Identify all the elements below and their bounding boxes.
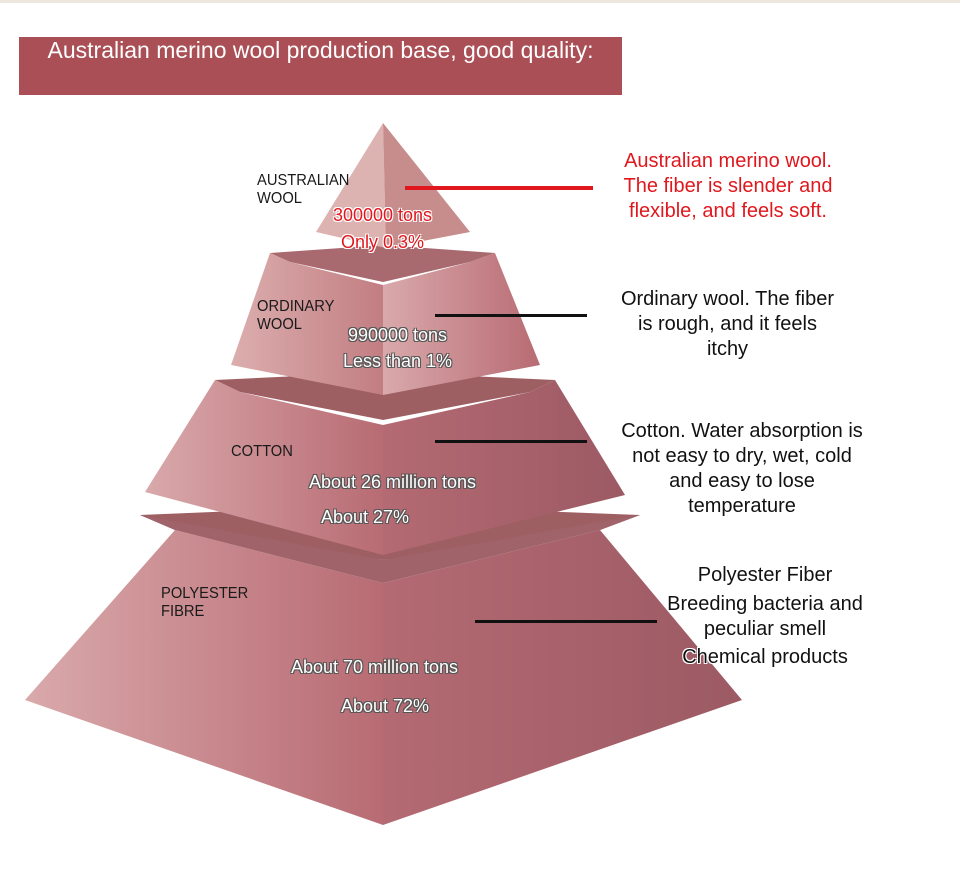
top-divider — [0, 0, 960, 3]
tier-amount-polyester: About 70 million tons — [290, 657, 459, 677]
tier-label-ordinary-wool: ORDINARY WOOL — [257, 298, 335, 333]
description-ordinary-wool: Ordinary wool. The fiber is rough, and it… — [620, 288, 835, 360]
description-polyester: Polyester Fiber Breeding bacteria and pecu… — [667, 564, 863, 668]
tier-ordinary-wool — [231, 245, 540, 395]
tier-amount-australian-wool: 300000 tons — [332, 205, 433, 225]
tier-cotton — [145, 372, 625, 555]
tier-polyester-left-face — [25, 530, 383, 825]
leader-line-ordinary-wool — [435, 314, 587, 317]
tier-amount-ordinary-wool: 990000 tons — [347, 325, 448, 345]
tier-australian-left-face — [316, 123, 386, 248]
leader-line-australian-wool — [405, 186, 593, 190]
tier-australian-right-face — [383, 123, 470, 248]
leader-line-polyester — [475, 620, 657, 623]
tier-label-cotton: COTTON — [231, 443, 293, 460]
tier-polyester-right-face — [383, 530, 742, 825]
tier-share-polyester: About 72% — [340, 696, 430, 716]
tier-ordinary-left-face — [231, 253, 383, 395]
tier-amount-cotton: About 26 million tons — [308, 472, 477, 492]
tier-ordinary-right-face — [383, 253, 540, 395]
tier-share-cotton: About 27% — [320, 507, 410, 527]
tier-label-polyester: POLYESTER FIBRE — [161, 585, 249, 620]
title-banner: Australian merino wool production base, … — [19, 37, 622, 95]
tier-cotton-right-face — [383, 380, 625, 555]
tier-cotton-left-face — [145, 380, 383, 555]
tier-share-ordinary-wool: Less than 1% — [342, 351, 453, 371]
leader-line-cotton — [435, 440, 587, 443]
description-australian-wool: Australian merino wool. The fiber is slen… — [623, 150, 833, 222]
tier-label-australian-wool: AUSTRALIAN WOOL — [257, 172, 350, 207]
description-cotton: Cotton. Water absorption is not easy to d… — [621, 420, 863, 517]
tier-share-australian-wool: Only 0.3% — [340, 232, 425, 252]
tier-australian-wool — [316, 123, 470, 248]
